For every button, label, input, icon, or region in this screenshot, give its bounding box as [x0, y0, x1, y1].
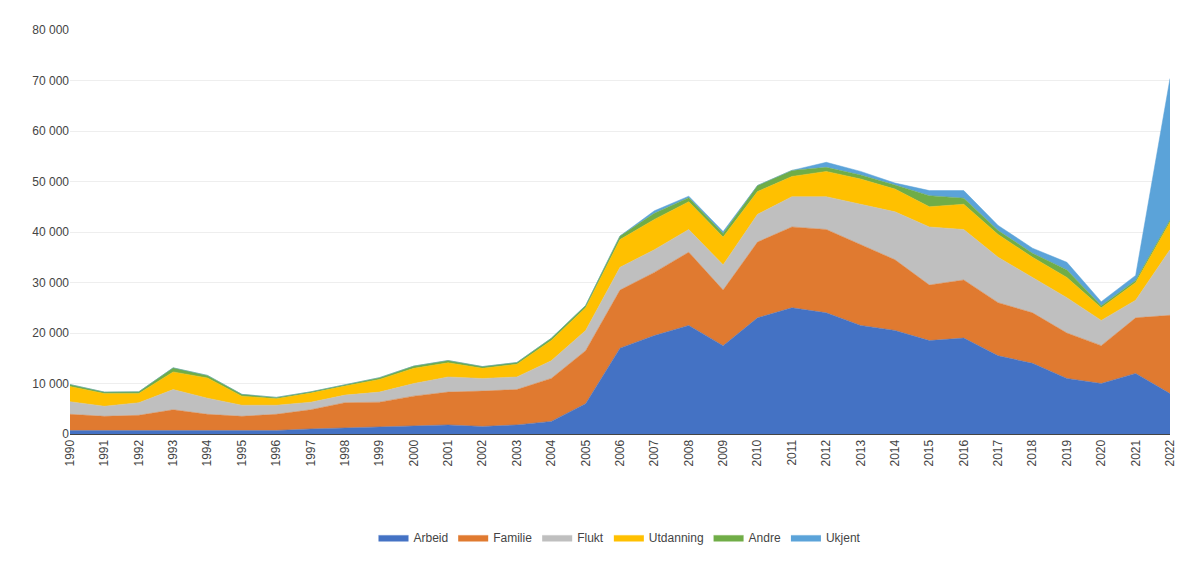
svg-text:2005: 2005	[579, 439, 593, 466]
svg-text:2020: 2020	[1094, 439, 1108, 466]
svg-text:2009: 2009	[716, 439, 730, 466]
svg-text:1991: 1991	[97, 439, 111, 466]
svg-text:2006: 2006	[613, 439, 627, 466]
svg-text:2013: 2013	[854, 439, 868, 466]
svg-text:Andre: Andre	[749, 531, 781, 545]
svg-text:2002: 2002	[475, 439, 489, 466]
svg-text:2010: 2010	[750, 439, 764, 466]
svg-text:2011: 2011	[785, 439, 799, 465]
svg-text:1994: 1994	[200, 439, 214, 466]
svg-text:2012: 2012	[819, 439, 833, 466]
svg-text:2008: 2008	[682, 439, 696, 466]
svg-text:2018: 2018	[1025, 439, 1039, 466]
svg-text:1996: 1996	[269, 439, 283, 466]
svg-text:60 000: 60 000	[32, 124, 69, 138]
svg-text:10 000: 10 000	[32, 377, 69, 391]
svg-text:1999: 1999	[372, 439, 386, 466]
svg-text:Arbeid: Arbeid	[414, 531, 449, 545]
svg-text:1995: 1995	[235, 439, 249, 466]
svg-text:50 000: 50 000	[32, 175, 69, 189]
svg-text:2014: 2014	[888, 439, 902, 466]
svg-text:2016: 2016	[957, 439, 971, 466]
svg-text:80 000: 80 000	[32, 23, 69, 37]
svg-text:2007: 2007	[647, 439, 661, 466]
svg-text:2003: 2003	[510, 439, 524, 466]
svg-text:1993: 1993	[166, 439, 180, 466]
svg-text:30 000: 30 000	[32, 276, 69, 290]
svg-text:1997: 1997	[304, 439, 318, 466]
svg-text:1992: 1992	[132, 439, 146, 466]
svg-text:2015: 2015	[922, 439, 936, 466]
svg-text:40 000: 40 000	[32, 225, 69, 239]
svg-text:Flukt: Flukt	[577, 531, 604, 545]
svg-text:2017: 2017	[991, 439, 1005, 466]
svg-text:2019: 2019	[1060, 439, 1074, 466]
svg-text:Ukjent: Ukjent	[826, 531, 861, 545]
svg-text:2021: 2021	[1129, 439, 1143, 466]
svg-text:Utdanning: Utdanning	[649, 531, 704, 545]
svg-text:2022: 2022	[1163, 439, 1177, 466]
svg-text:70 000: 70 000	[32, 74, 69, 88]
svg-text:2001: 2001	[441, 439, 455, 466]
svg-text:Familie: Familie	[493, 531, 532, 545]
svg-text:2004: 2004	[544, 439, 558, 466]
svg-text:20 000: 20 000	[32, 326, 69, 340]
svg-text:1990: 1990	[63, 439, 77, 466]
svg-text:1998: 1998	[338, 439, 352, 466]
svg-text:0: 0	[62, 427, 69, 441]
svg-text:2000: 2000	[407, 439, 421, 466]
